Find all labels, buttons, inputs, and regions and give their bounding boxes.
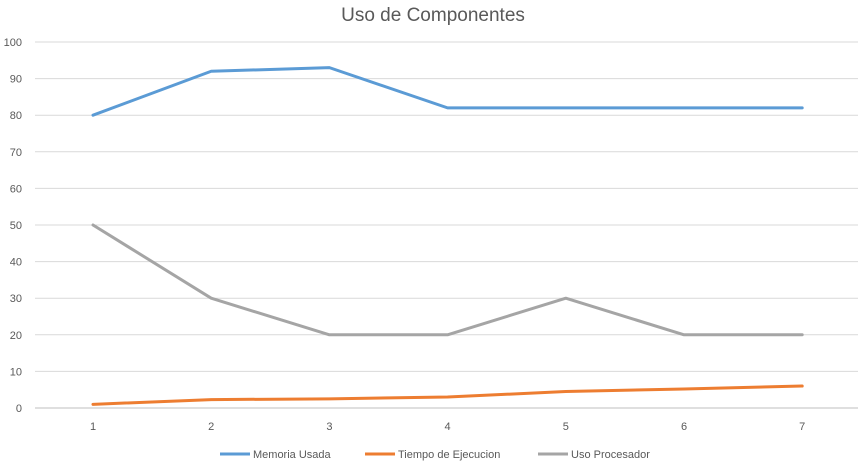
y-tick-label: 20 [10,330,22,342]
y-tick-label: 0 [16,403,22,415]
x-tick-label: 7 [799,421,805,433]
series-line-3 [91,223,804,337]
y-tick-label: 80 [10,110,22,122]
legend-label: Memoria Usada [253,449,332,461]
legend-label: Tiempo de Ejecucion [398,449,500,461]
y-tick-label: 100 [4,37,22,49]
chart-title: Uso de Componentes [341,5,525,26]
y-axis-ticks: 0 10 20 30 40 50 60 70 80 90 100 [4,37,22,415]
legend-label: Uso Procesador [571,449,650,461]
y-tick-label: 60 [10,183,22,195]
x-tick-label: 2 [208,421,214,433]
x-tick-label: 4 [445,421,451,433]
y-tick-label: 50 [10,220,22,232]
x-tick-label: 1 [90,421,96,433]
y-tick-label: 70 [10,147,22,159]
gridlines [35,41,858,409]
y-tick-label: 30 [10,293,22,305]
series-line-1 [91,66,804,117]
y-tick-label: 90 [10,74,22,86]
series-lines [91,66,804,406]
x-axis-ticks: 1 2 3 4 5 6 7 [90,421,805,433]
legend: Memoria Usada Tiempo de Ejecucion Uso Proc… [220,449,650,461]
x-tick-label: 5 [563,421,569,433]
x-tick-label: 3 [326,421,332,433]
x-tick-label: 6 [681,421,687,433]
y-tick-label: 40 [10,257,22,269]
y-tick-label: 10 [10,366,22,378]
series-line-2 [91,384,804,406]
